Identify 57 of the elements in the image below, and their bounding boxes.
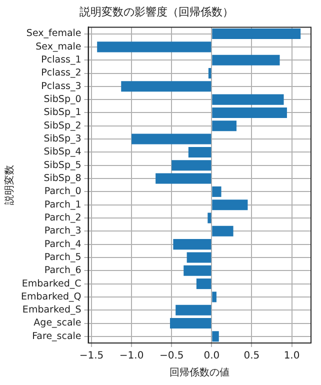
bar — [212, 331, 219, 342]
bar — [176, 304, 212, 316]
y-tick-label: SibSp_3 — [44, 134, 82, 145]
y-tick-label: Parch_6 — [44, 265, 82, 276]
bar — [212, 94, 284, 105]
y-tick-label: Pclass_3 — [41, 80, 82, 92]
bar — [156, 173, 212, 184]
bar — [212, 226, 234, 236]
bar — [212, 28, 301, 40]
y-tick-label: Parch_2 — [44, 212, 82, 224]
bar — [184, 265, 212, 276]
bar — [212, 292, 216, 302]
y-tick-label: Parch_1 — [44, 199, 82, 210]
bar — [172, 160, 212, 171]
x-tick-label: 0.5 — [244, 350, 260, 362]
y-tick-label: SibSp_0 — [44, 94, 82, 106]
y-tick-label: Embarked_Q — [21, 291, 82, 302]
chart-title: 説明変数の影響度（回帰係数） — [80, 5, 234, 18]
y-tick-label: Pclass_1 — [41, 54, 82, 66]
bar — [212, 107, 287, 118]
y-tick-label: SibSp_8 — [44, 172, 82, 184]
bar — [121, 81, 212, 92]
bar — [212, 54, 280, 66]
y-tick-label: SibSp_1 — [44, 107, 82, 118]
y-tick-label: Sex_female — [26, 28, 82, 40]
y-tick-label: Pclass_2 — [41, 68, 82, 79]
x-tick-label: 0.0 — [204, 350, 220, 362]
bar — [212, 120, 236, 132]
bar — [208, 68, 212, 79]
bar — [186, 252, 212, 263]
y-tick-label: Parch_0 — [44, 186, 82, 198]
y-tick-label: Parch_5 — [44, 252, 82, 263]
y-tick-label: Fare_scale — [32, 330, 82, 342]
bar — [196, 278, 212, 290]
x-tick-label: −0.5 — [159, 350, 184, 362]
y-tick-label: Age_scale — [34, 318, 82, 329]
y-tick-label: Embarked_C — [22, 278, 82, 290]
x-tick-label: −1.5 — [79, 350, 104, 362]
bar — [97, 42, 212, 52]
y-tick-label: Embarked_S — [22, 304, 82, 316]
bar — [208, 212, 212, 224]
bar — [132, 134, 212, 144]
y-tick-label: Parch_4 — [44, 238, 82, 250]
x-tick-label: −1.0 — [119, 350, 144, 362]
y-tick-label: SibSp_4 — [44, 146, 82, 158]
bar — [173, 239, 212, 250]
y-tick-label: SibSp_2 — [44, 120, 82, 132]
x-axis-title: 回帰係数の値 — [170, 366, 230, 379]
y-tick-label: Sex_male — [36, 41, 82, 52]
bar — [212, 200, 248, 210]
y-tick-label: SibSp_5 — [44, 160, 82, 171]
x-tick-label: 1.0 — [284, 350, 300, 362]
bar — [170, 318, 212, 329]
y-tick-label: Parch_3 — [44, 226, 82, 237]
bar — [212, 186, 222, 197]
bar — [188, 146, 212, 158]
y-axis-title: 説明変数 — [4, 165, 16, 206]
